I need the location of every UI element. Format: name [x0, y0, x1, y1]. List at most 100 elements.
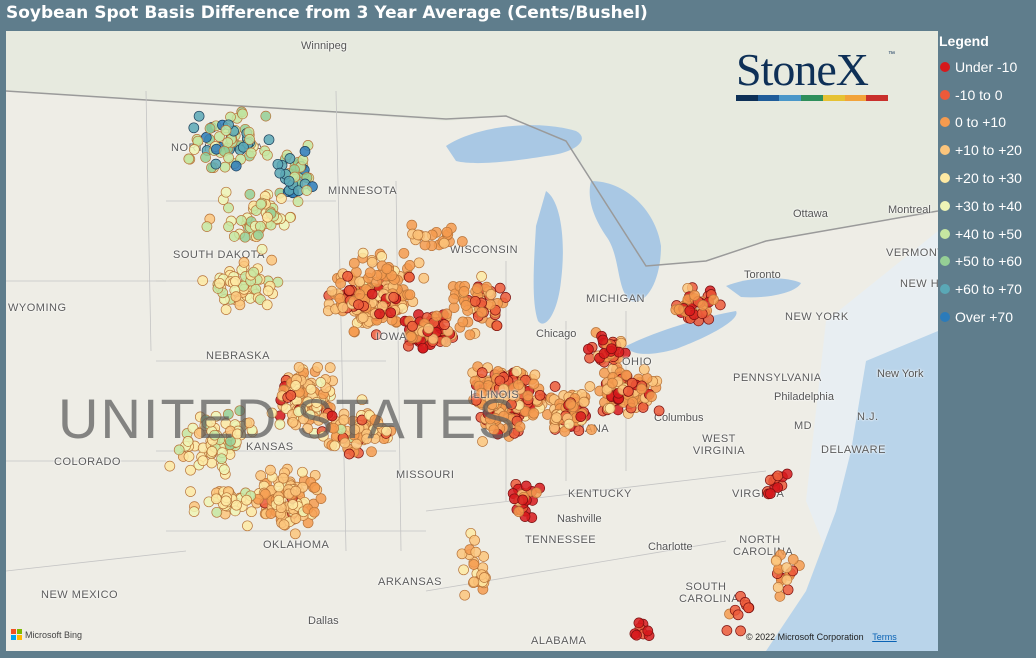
basis-point[interactable] — [772, 470, 784, 482]
basis-point[interactable] — [228, 231, 240, 242]
basis-point[interactable] — [182, 436, 194, 447]
basis-point[interactable] — [476, 387, 487, 399]
basis-point[interactable] — [238, 141, 249, 153]
basis-point[interactable] — [598, 348, 610, 359]
basis-point[interactable] — [277, 472, 289, 484]
basis-point[interactable] — [308, 506, 320, 518]
basis-point[interactable] — [204, 123, 216, 134]
basis-point[interactable] — [256, 243, 268, 255]
basis-point[interactable] — [517, 494, 529, 506]
basis-point[interactable] — [531, 487, 542, 499]
basis-point[interactable] — [188, 144, 200, 155]
basemap[interactable]: Winnipeg NORTH DAKOTA MINNESOTA SOUTH DA… — [6, 31, 938, 651]
basis-point[interactable] — [206, 457, 218, 469]
terms-link[interactable]: Terms — [872, 632, 897, 642]
basis-point[interactable] — [223, 202, 234, 214]
basis-point[interactable] — [285, 390, 297, 401]
basis-point[interactable] — [188, 506, 200, 517]
basis-point[interactable] — [357, 312, 369, 323]
basis-point[interactable] — [464, 329, 476, 341]
basis-point[interactable] — [262, 211, 273, 223]
basis-point[interactable] — [284, 153, 296, 164]
basis-point[interactable] — [513, 379, 524, 391]
basis-point[interactable] — [732, 609, 744, 621]
basis-point[interactable] — [290, 485, 302, 497]
basis-point[interactable] — [263, 134, 275, 146]
basis-point[interactable] — [551, 412, 562, 423]
basis-point[interactable] — [381, 425, 392, 437]
basis-point[interactable] — [575, 411, 587, 422]
basis-point[interactable] — [276, 193, 287, 204]
basis-point[interactable] — [220, 186, 232, 198]
basis-point[interactable] — [183, 153, 195, 165]
basis-point[interactable] — [584, 381, 596, 392]
basis-point[interactable] — [238, 280, 249, 292]
basis-point[interactable] — [244, 134, 255, 145]
basis-point[interactable] — [343, 285, 355, 296]
basis-point[interactable] — [348, 257, 360, 269]
basis-point[interactable] — [326, 285, 338, 297]
basis-point[interactable] — [287, 499, 299, 510]
basis-point[interactable] — [441, 308, 453, 320]
basis-point[interactable] — [231, 499, 242, 511]
basis-point[interactable] — [376, 251, 388, 262]
basis-point[interactable] — [243, 417, 255, 429]
basis-point[interactable] — [743, 602, 754, 614]
basis-point[interactable] — [498, 383, 509, 395]
basis-point[interactable] — [193, 428, 205, 439]
basis-point[interactable] — [274, 418, 286, 430]
basis-point[interactable] — [404, 260, 416, 271]
basis-point[interactable] — [239, 231, 251, 243]
basis-point[interactable] — [404, 271, 415, 283]
basis-point[interactable] — [246, 506, 257, 518]
basis-point[interactable] — [405, 331, 417, 342]
basis-point[interactable] — [329, 440, 341, 452]
basis-point[interactable] — [491, 320, 503, 332]
basis-point[interactable] — [223, 152, 234, 164]
basis-point[interactable] — [623, 385, 634, 397]
basis-point[interactable] — [457, 316, 469, 328]
basis-point[interactable] — [478, 572, 490, 583]
basis-point[interactable] — [563, 418, 575, 430]
basis-point[interactable] — [460, 300, 472, 311]
basis-point[interactable] — [366, 256, 378, 268]
basis-point[interactable] — [448, 293, 460, 305]
basis-point[interactable] — [438, 237, 450, 249]
basis-point[interactable] — [631, 629, 642, 641]
legend-item[interactable]: Over +70 — [938, 303, 1036, 331]
basis-point[interactable] — [615, 337, 627, 349]
basis-point[interactable] — [274, 167, 286, 179]
basis-point[interactable] — [273, 494, 285, 506]
basis-point[interactable] — [774, 591, 786, 602]
basis-point[interactable] — [413, 257, 425, 269]
basis-point[interactable] — [781, 574, 793, 586]
basis-point[interactable] — [697, 299, 709, 311]
basis-point[interactable] — [305, 383, 317, 395]
legend-item[interactable]: -10 to 0 — [938, 81, 1036, 109]
basis-point[interactable] — [456, 236, 468, 247]
basis-point[interactable] — [244, 188, 256, 200]
basis-point[interactable] — [317, 430, 329, 442]
basis-point[interactable] — [522, 390, 534, 402]
basis-point[interactable] — [290, 513, 302, 524]
basis-point[interactable] — [197, 455, 209, 467]
basis-point[interactable] — [781, 562, 793, 574]
basis-point[interactable] — [197, 275, 209, 286]
basis-point[interactable] — [334, 293, 346, 304]
basis-point[interactable] — [248, 266, 259, 278]
basis-point[interactable] — [262, 149, 273, 161]
basis-point[interactable] — [765, 488, 776, 499]
basis-point[interactable] — [235, 215, 247, 226]
basis-point[interactable] — [185, 464, 196, 476]
basis-point[interactable] — [220, 304, 232, 315]
basis-point[interactable] — [458, 286, 470, 297]
basis-point[interactable] — [219, 161, 231, 173]
basis-point[interactable] — [238, 257, 250, 268]
basis-point[interactable] — [642, 625, 654, 637]
basis-point[interactable] — [241, 494, 252, 506]
basis-point[interactable] — [633, 617, 645, 629]
basis-point[interactable] — [366, 446, 377, 458]
basis-point[interactable] — [606, 343, 617, 355]
basis-point[interactable] — [381, 263, 393, 275]
basis-point[interactable] — [607, 377, 618, 389]
